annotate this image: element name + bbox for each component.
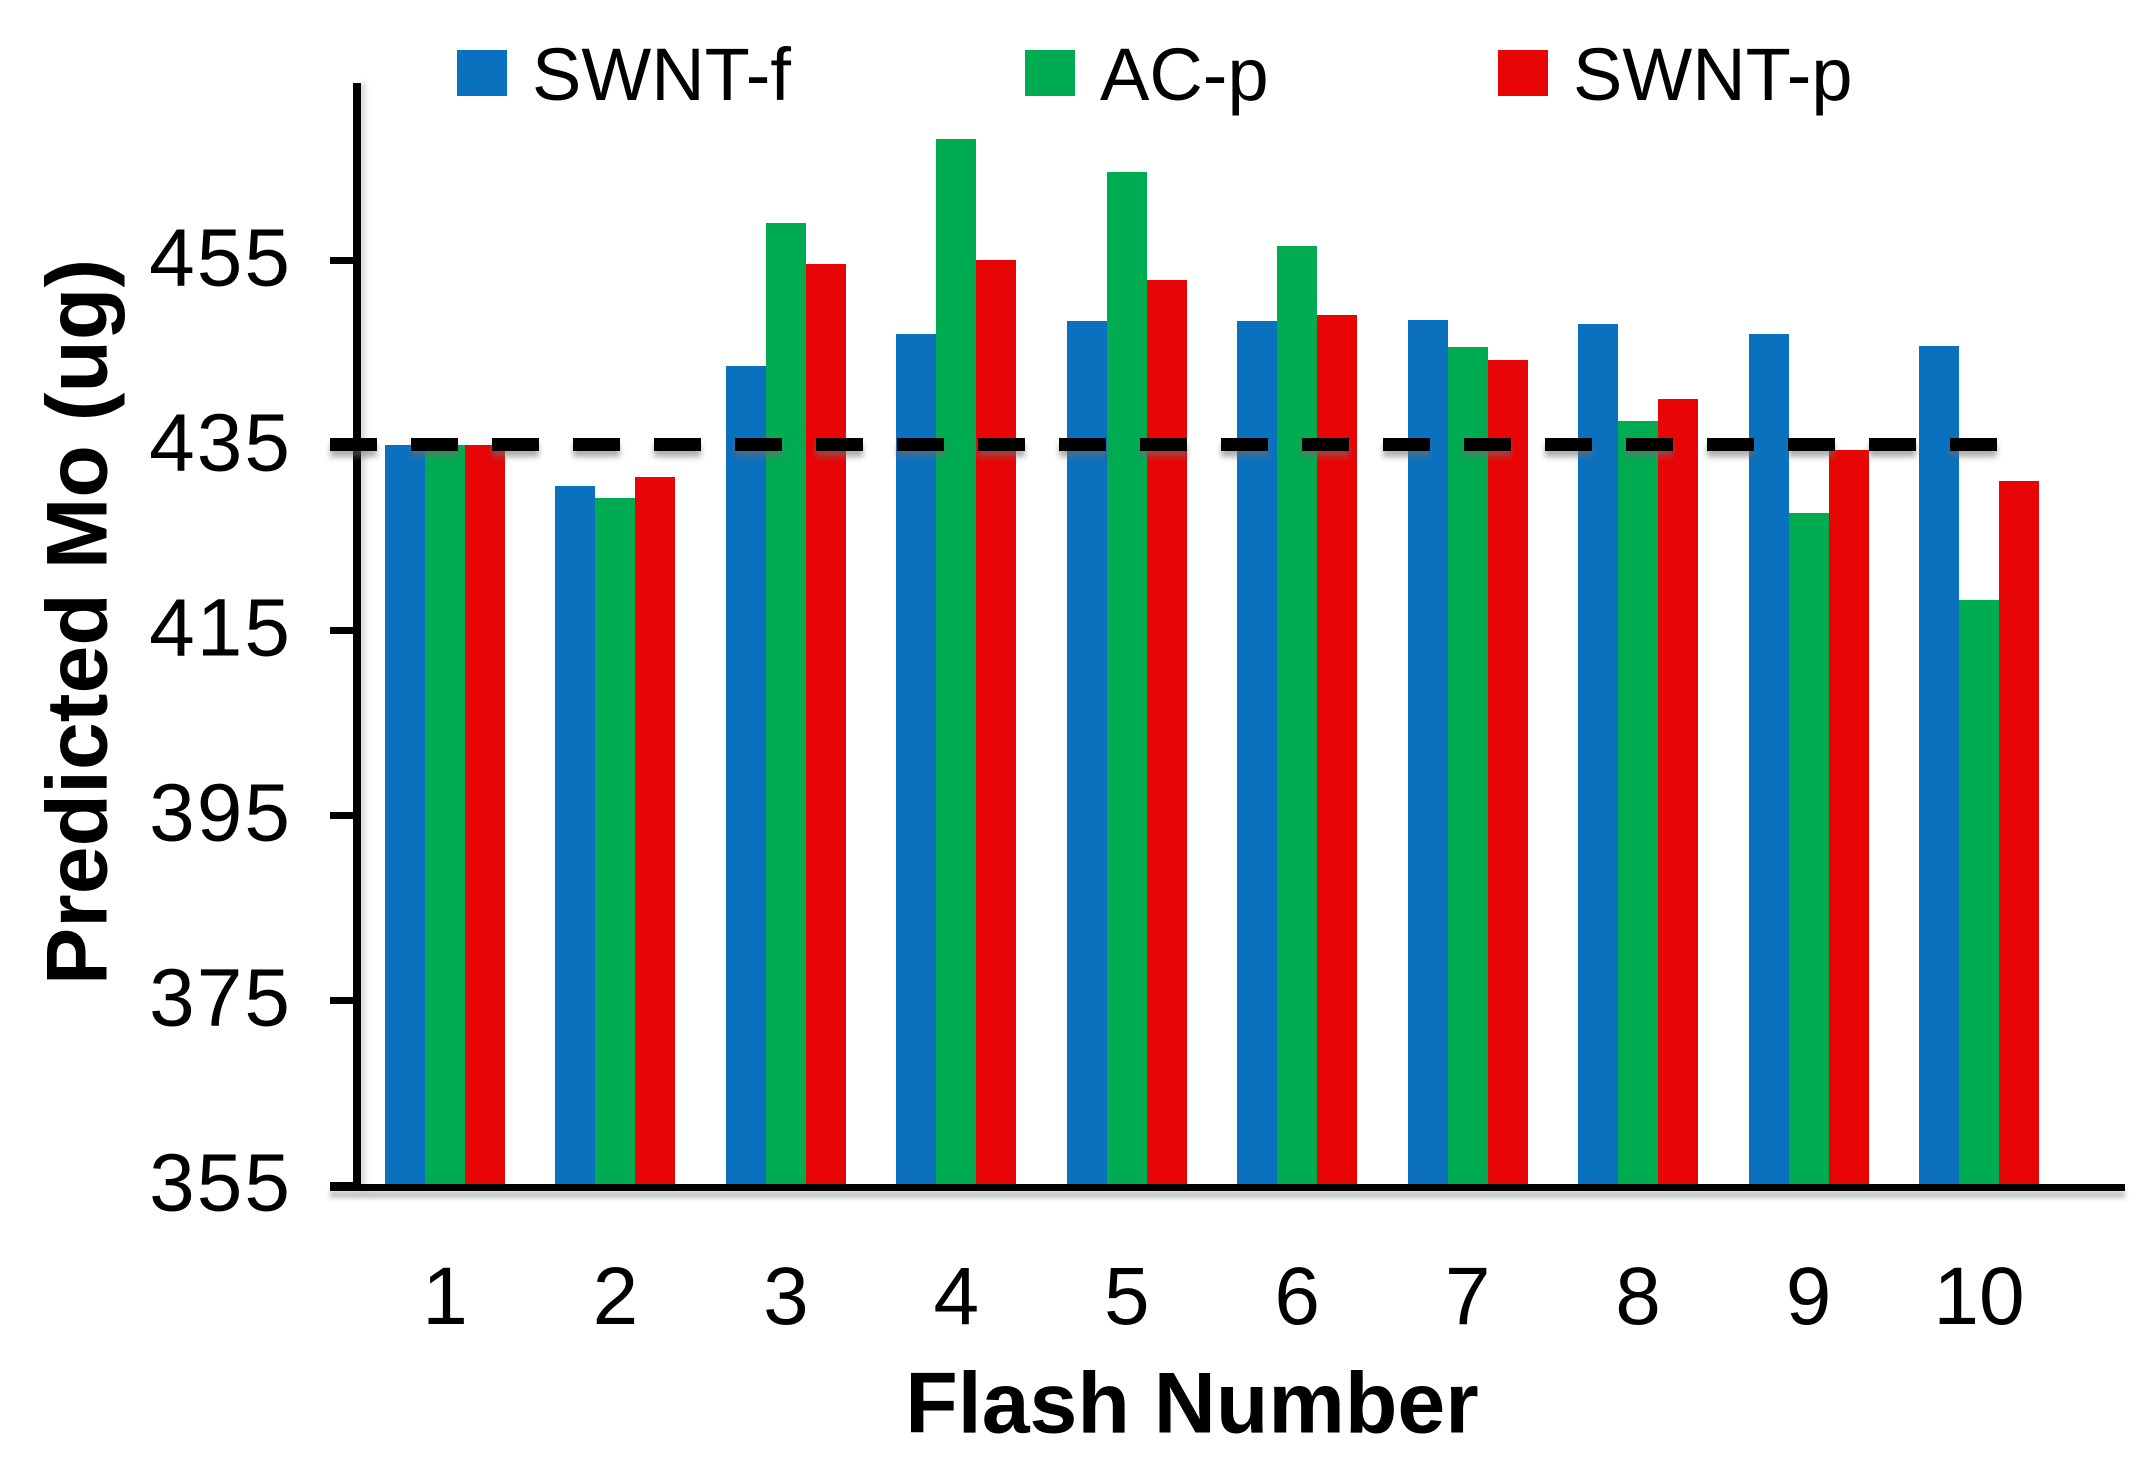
x-tick-label-6: 6 (1274, 1251, 1320, 1342)
legend-label-SWNT-f: SWNT-f (532, 33, 791, 116)
reference-line-435 (330, 438, 2030, 452)
x-tick-label-8: 8 (1615, 1251, 1661, 1342)
x-tick-label-9: 9 (1785, 1251, 1832, 1342)
x-tick-label-3: 3 (763, 1251, 809, 1342)
x-tick-label-2: 2 (592, 1251, 639, 1342)
y-axis-line (353, 83, 361, 1191)
bar-SWNT-f-flash-3 (725, 366, 766, 1185)
bar-AC-p-flash-9 (1788, 513, 1829, 1185)
bar-AC-p-flash-7 (1447, 346, 1488, 1185)
y-tick-label-355: 355 (149, 1137, 292, 1229)
bar-SWNT-f-flash-1 (385, 444, 425, 1185)
bar-AC-p-flash-3 (765, 222, 806, 1185)
bar-SWNT-p-flash-6 (1317, 315, 1358, 1185)
y-tick-mark-415 (330, 626, 357, 634)
x-tick-label-10: 10 (1933, 1251, 2025, 1342)
y-tick-label-435: 435 (149, 397, 292, 489)
bar-AC-p-flash-2 (595, 498, 636, 1185)
bar-SWNT-p-flash-8 (1658, 398, 1699, 1185)
bar-AC-p-flash-5 (1106, 171, 1147, 1185)
x-tick-label-1: 1 (422, 1251, 468, 1342)
y-tick-mark-375 (330, 996, 357, 1004)
bar-AC-p-flash-1 (425, 444, 465, 1185)
y-tick-label-455: 455 (149, 212, 292, 304)
bar-SWNT-f-flash-10 (1918, 345, 1959, 1185)
y-tick-mark-455 (330, 256, 357, 264)
bar-SWNT-f-flash-9 (1748, 333, 1789, 1185)
bar-AC-p-flash-8 (1618, 420, 1659, 1185)
bar-SWNT-p-flash-1 (465, 444, 505, 1185)
legend-swatch-SWNT-f (457, 50, 507, 96)
bar-SWNT-f-flash-7 (1407, 319, 1448, 1185)
bar-AC-p-flash-10 (1958, 600, 1999, 1185)
bar-SWNT-f-flash-5 (1066, 320, 1107, 1185)
bar-AC-p-flash-4 (936, 139, 977, 1185)
legend-swatch-SWNT-p (1498, 50, 1548, 96)
legend-swatch-AC-p (1025, 50, 1075, 96)
bar-AC-p-flash-6 (1277, 245, 1318, 1185)
bar-SWNT-p-flash-2 (635, 477, 676, 1185)
bar-SWNT-f-flash-6 (1237, 320, 1278, 1185)
legend-label-AC-p: AC-p (1100, 33, 1269, 116)
y-tick-mark-395 (330, 811, 357, 819)
legend-label-SWNT-p: SWNT-p (1573, 33, 1853, 116)
bar-SWNT-p-flash-4 (976, 259, 1017, 1185)
bar-SWNT-f-flash-2 (555, 486, 596, 1185)
y-tick-label-375: 375 (149, 952, 292, 1044)
x-axis-line (330, 1184, 2125, 1191)
bar-SWNT-p-flash-5 (1146, 280, 1187, 1185)
x-tick-label-4: 4 (933, 1251, 980, 1342)
bar-SWNT-f-flash-8 (1578, 324, 1619, 1185)
x-axis-title: Flash Number (905, 1355, 1479, 1452)
x-tick-label-7: 7 (1444, 1251, 1491, 1342)
bar-SWNT-f-flash-4 (896, 333, 937, 1185)
x-tick-label-5: 5 (1103, 1251, 1150, 1342)
y-tick-label-395: 395 (149, 767, 292, 859)
bar-SWNT-p-flash-3 (805, 264, 846, 1185)
bar-SWNT-p-flash-9 (1828, 450, 1869, 1185)
y-tick-label-415: 415 (149, 582, 292, 674)
bar-SWNT-p-flash-10 (1998, 480, 2039, 1185)
bar-SWNT-p-flash-7 (1487, 359, 1528, 1185)
